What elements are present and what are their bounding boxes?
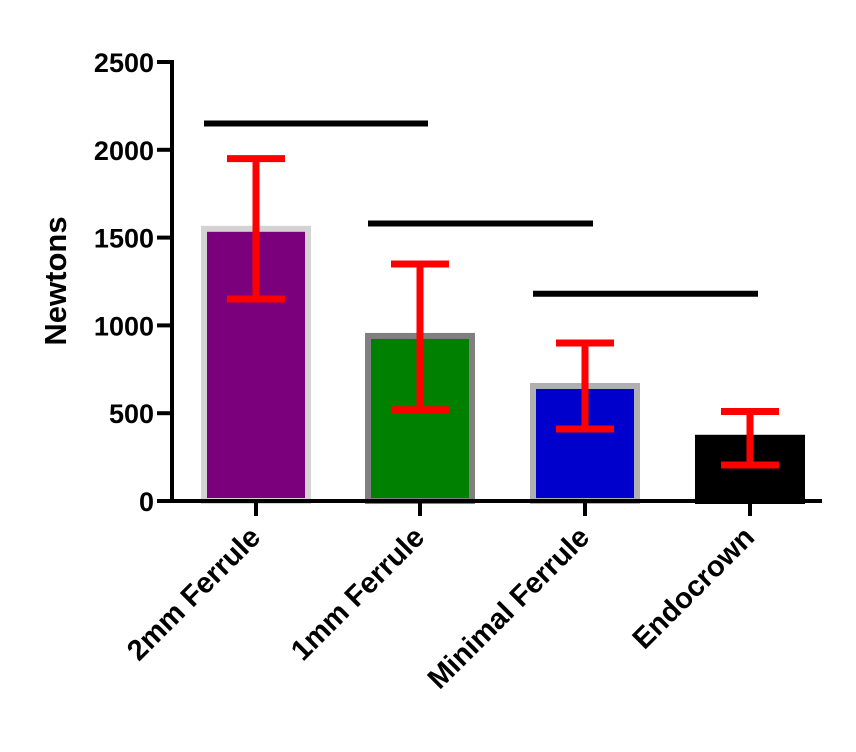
x-tick-label: 1mm Ferrule — [285, 521, 431, 667]
y-tick-label: 0 — [139, 487, 154, 517]
y-tick-label: 2500 — [94, 48, 154, 78]
y-tick-label: 1500 — [94, 224, 154, 254]
y-ticks-group: 0 500 1000 1500 2000 2500 — [94, 48, 172, 517]
x-tick-label: Endocrown — [627, 521, 761, 655]
error-bars-group — [227, 155, 779, 469]
y-tick-label: 500 — [109, 399, 154, 429]
y-axis-title: Newtons — [38, 216, 73, 345]
y-tick-label: 2000 — [94, 136, 154, 166]
y-tick-label: 1000 — [94, 311, 154, 341]
x-tick-label: 2mm Ferrule — [121, 521, 267, 667]
x-tick-label: Minimal Ferrule — [422, 521, 596, 695]
significance-lines-group — [204, 120, 758, 297]
axes-group — [170, 60, 822, 503]
bar — [695, 434, 805, 504]
bars-group — [201, 225, 805, 504]
